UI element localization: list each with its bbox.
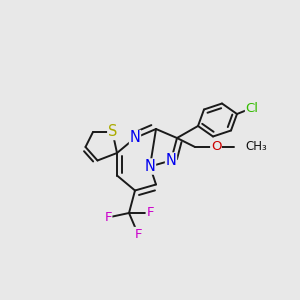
Text: N: N: [166, 153, 176, 168]
Text: F: F: [146, 206, 154, 220]
Text: F: F: [104, 211, 112, 224]
Text: S: S: [108, 124, 117, 140]
Text: F: F: [134, 227, 142, 241]
Text: N: N: [130, 130, 140, 146]
Text: Cl: Cl: [245, 101, 259, 115]
Text: N: N: [145, 159, 155, 174]
Text: O: O: [211, 140, 221, 154]
Text: CH₃: CH₃: [245, 140, 267, 154]
